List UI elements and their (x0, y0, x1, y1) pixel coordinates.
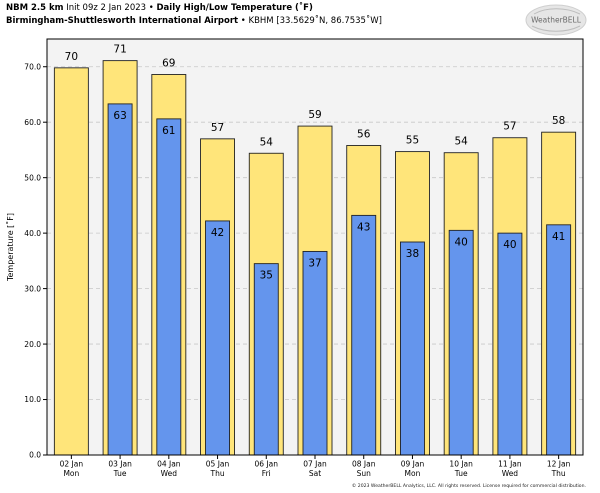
x-tick-weekday: Mon (405, 469, 421, 478)
low-value-label: 63 (113, 110, 126, 122)
x-tick-date: 02 Jan (60, 460, 84, 469)
plot-frame (46, 38, 584, 456)
x-tick-date: 11 Jan (498, 460, 522, 469)
high-value-label: 56 (357, 128, 371, 140)
low-bar (107, 103, 133, 456)
y-tick-label: 70.0 (24, 62, 41, 71)
station-name: Birmingham-Shuttlesworth International A… (6, 16, 239, 26)
x-tick-date: 12 Jan (547, 460, 571, 469)
y-tick-label: 0.0 (29, 451, 41, 460)
y-tick-label: 30.0 (24, 284, 41, 293)
x-tick-weekday: Mon (63, 469, 79, 478)
low-value-label: 42 (211, 227, 224, 239)
chart-header: NBM 2.5 km Init 09z 2 Jan 2023 • Daily H… (6, 2, 382, 28)
header-separator: • (148, 3, 154, 13)
x-tick-date: 06 Jan (255, 460, 279, 469)
low-value-label: 38 (406, 248, 419, 260)
low-bar (351, 214, 377, 456)
y-tick-label: 60.0 (24, 118, 41, 127)
y-tick-label: 50.0 (24, 173, 41, 182)
high-value-label: 59 (308, 109, 321, 121)
low-bar (156, 118, 182, 456)
x-tick-weekday: Thu (209, 469, 224, 478)
x-tick-date: 10 Jan (449, 460, 473, 469)
high-value-label: 58 (552, 115, 565, 127)
low-value-label: 43 (357, 221, 370, 233)
logo-text: WeatherBELL (531, 16, 582, 25)
x-tick-weekday: Thu (551, 469, 566, 478)
high-value-label: 57 (211, 122, 224, 134)
weatherbell-logo: WeatherBELL (525, 4, 587, 36)
chart-title: Daily High/Low Temperature (˚F) (156, 3, 313, 13)
high-value-label: 55 (406, 135, 419, 147)
x-tick-weekday: Tue (454, 469, 468, 478)
x-tick-weekday: Tue (113, 469, 127, 478)
high-value-label: 54 (454, 136, 468, 148)
low-value-label: 37 (308, 257, 321, 269)
low-value-label: 35 (260, 270, 273, 282)
low-bar (448, 229, 474, 456)
high-bar (53, 67, 89, 456)
low-bar (546, 224, 572, 456)
x-tick-weekday: Fri (262, 469, 271, 478)
header-line-1: NBM 2.5 km Init 09z 2 Jan 2023 • Daily H… (6, 2, 382, 15)
low-bar (302, 250, 328, 456)
high-value-label: 69 (162, 57, 175, 69)
x-tick-weekday: Wed (502, 469, 519, 478)
low-value-label: 61 (162, 125, 175, 137)
x-tick-date: 09 Jan (401, 460, 425, 469)
y-tick-label: 10.0 (24, 395, 41, 404)
copyright-footer: © 2023 WeatherBELL Analytics, LLC. All r… (351, 484, 586, 489)
x-tick-date: 07 Jan (303, 460, 327, 469)
high-value-label: 70 (65, 51, 78, 63)
high-value-label: 57 (503, 121, 516, 133)
y-tick-label: 20.0 (24, 340, 41, 349)
x-tick-date: 05 Jan (206, 460, 230, 469)
low-value-label: 40 (503, 239, 516, 251)
high-value-label: 54 (260, 136, 274, 148)
low-bars (107, 103, 572, 456)
x-tick-weekday: Sat (309, 469, 321, 478)
y-axis: 0.0 10.0 20.0 30.0 40.0 50.0 60.0 70.0 (24, 62, 47, 460)
low-bar (205, 220, 230, 456)
station-coords: KBHM [33.5629˚N, 86.7535˚W] (248, 16, 382, 26)
model-name: NBM 2.5 km (6, 3, 64, 13)
low-bar (253, 263, 279, 456)
x-tick-date: 08 Jan (352, 460, 376, 469)
y-tick-label: 40.0 (24, 229, 41, 238)
init-time: Init 09z 2 Jan 2023 (66, 3, 147, 13)
x-tick-date: 04 Jan (157, 460, 181, 469)
low-bar (400, 241, 425, 456)
x-tick-weekday: Wed (161, 469, 178, 478)
high-value-label: 71 (113, 44, 126, 56)
data-labels: 70 71 63 69 61 57 42 54 35 59 37 56 43 55 38 54 40 57 40 58… (65, 44, 566, 282)
low-value-label: 40 (454, 236, 467, 248)
y-axis-label: Temperature [˚F] (5, 213, 15, 282)
low-value-label: 41 (552, 231, 565, 243)
x-tick-weekday: Sun (357, 469, 372, 478)
header-line-2: Birmingham-Shuttlesworth International A… (6, 15, 382, 28)
header-separator-2: • (240, 16, 246, 26)
low-bar (497, 232, 523, 456)
x-tick-date: 03 Jan (108, 460, 132, 469)
